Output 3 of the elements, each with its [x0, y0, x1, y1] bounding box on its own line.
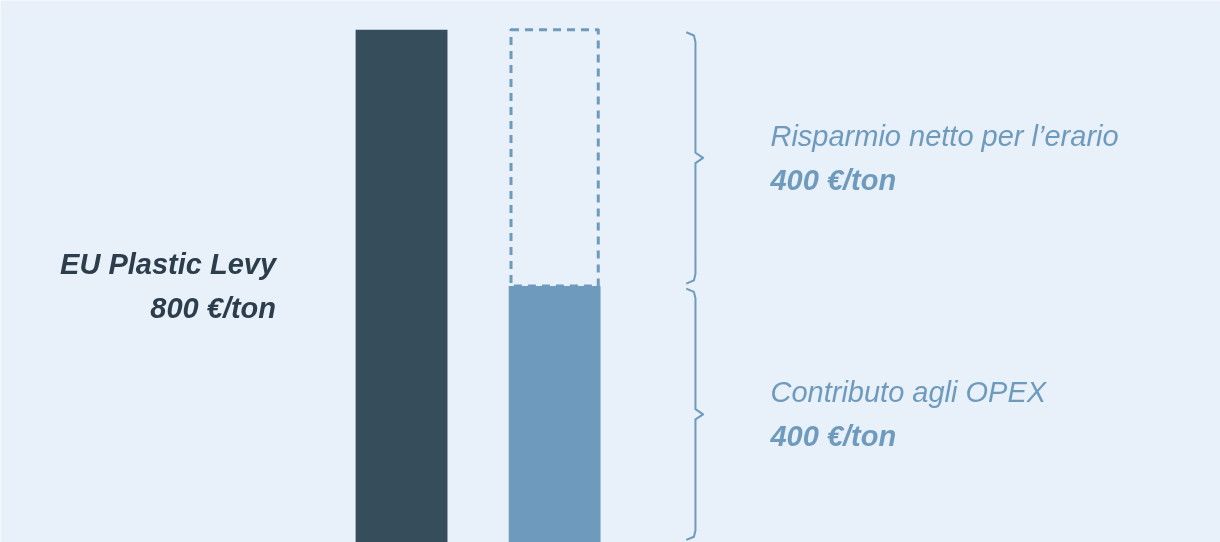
text: Risparmio netto per l’erario 400 €/ton	[769, 119, 1119, 196]
text: EU Plastic Levy 800 €/ton	[60, 248, 278, 325]
text: Contributo agli OPEX 400 €/ton	[769, 376, 1048, 453]
